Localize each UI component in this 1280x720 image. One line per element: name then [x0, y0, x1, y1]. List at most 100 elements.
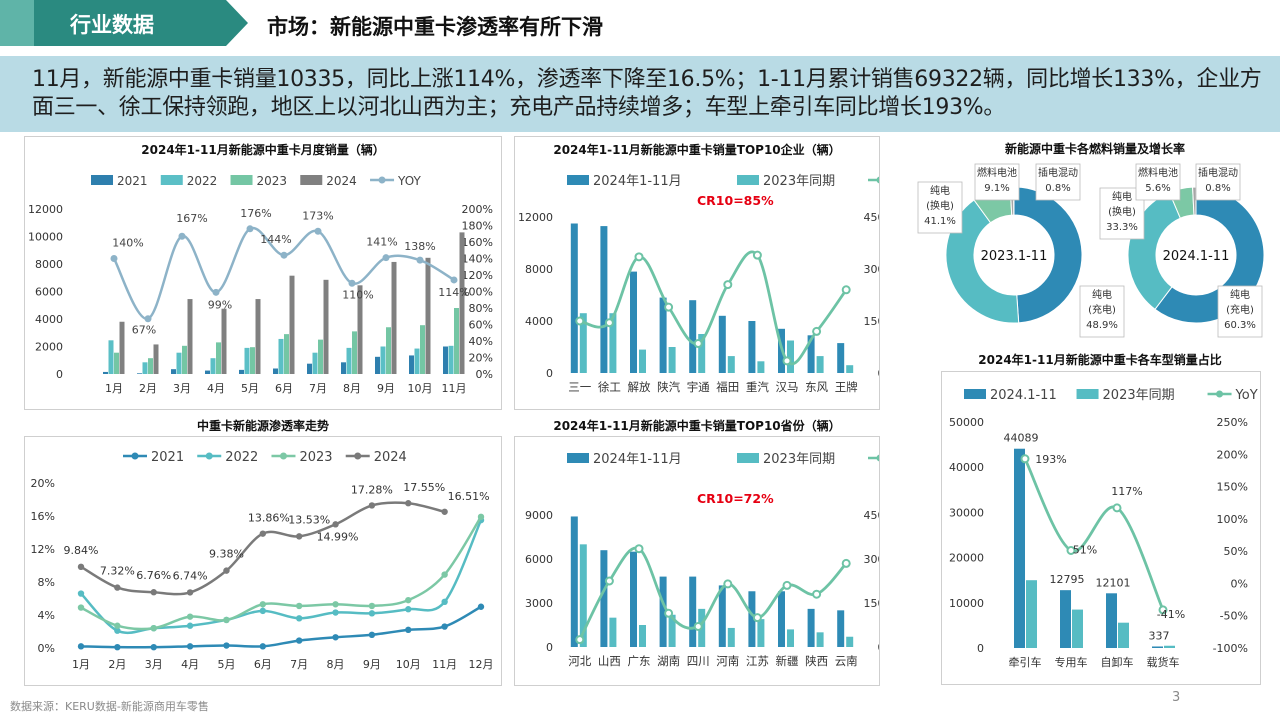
yoy-point-7 [782, 356, 792, 366]
point-2023-3 [186, 613, 194, 620]
label-2024-5: 13.86% [248, 512, 290, 525]
point-2024-5 [259, 530, 267, 537]
cr10-annotation: CR10=85% [697, 193, 774, 208]
bar-2024-8 [391, 261, 397, 374]
yoy-label-0: 140% [112, 237, 143, 250]
y2-tick-5: 150% [1217, 481, 1248, 494]
bar-2024-7 [357, 285, 363, 374]
x-label-2: 解放 [628, 380, 651, 394]
bar-cur-3 [659, 297, 667, 373]
point-2022-9 [405, 606, 412, 613]
bar-prev-0 [579, 313, 587, 373]
point-2024-6 [295, 533, 303, 540]
bar-label-3: 337 [1149, 629, 1170, 642]
bar-prev-8 [816, 356, 824, 373]
y-tick-2: 4000 [35, 313, 63, 326]
legend-swatch-0 [567, 453, 589, 463]
point-2021-6 [295, 637, 303, 644]
yoy-point-2 [1112, 503, 1122, 513]
legend-swatch-1 [737, 453, 759, 463]
point-2023-4 [223, 616, 230, 624]
slice-label-0-1-0: 纯电 [930, 184, 950, 197]
yoy-label-4: 176% [240, 207, 271, 220]
yoy-point-4 [693, 339, 703, 349]
bar-prev-9 [846, 636, 854, 647]
bar-2023-3 [216, 342, 221, 374]
bar-prev-6 [757, 619, 765, 647]
x-label-8: 9月 [377, 382, 395, 395]
section-tag-shape [0, 0, 248, 46]
y-tick-4: 16% [31, 510, 55, 523]
bar-2021-3 [205, 370, 210, 374]
legend-label-2: YoY [1235, 388, 1258, 403]
point-2023-8 [368, 602, 376, 610]
yoy-point-7 [348, 279, 356, 287]
slice-label-box-0-3 [1035, 163, 1081, 201]
yoy-point-7 [782, 580, 792, 590]
bar-2022-8 [380, 346, 386, 374]
x-label-6: 江苏 [746, 654, 769, 668]
point-2021-7 [332, 634, 339, 641]
bar-2023-0 [114, 352, 119, 374]
y-tick-1: 3000 [525, 597, 553, 610]
y-tick-3: 12% [31, 543, 55, 556]
bar-2023-4 [250, 347, 255, 374]
bar-2022-7 [346, 347, 352, 374]
bar-2024-10 [459, 232, 465, 374]
y-tick-0: 0 [56, 368, 63, 381]
yoy-point-6 [752, 613, 762, 623]
bar-cur-3 [1152, 646, 1163, 648]
bar-2022-2 [176, 352, 182, 374]
bar-prev-0 [579, 544, 587, 647]
bar-2024-1 [153, 344, 159, 374]
y2-tick-2: 300% [864, 553, 879, 566]
point-2023-0 [77, 604, 85, 611]
panel-top10-company: 2024年1-11月新能源中重卡销量TOP10企业（辆） 2024年1-11月 2… [514, 136, 880, 410]
y-tick-2: 8000 [525, 263, 553, 276]
point-2021-3 [186, 643, 194, 650]
bar-prev-4 [698, 334, 706, 373]
bar-2021-7 [341, 362, 346, 374]
x-label-1: 2月 [108, 658, 126, 671]
panel-penetration: 中重卡新能源渗透率走势 2021 2022 2023 2024 0% 4% 8% 12% 16%… [24, 419, 502, 686]
legend-label-0: 2024年1-11月 [593, 174, 682, 189]
slice-label-box-0-1 [917, 181, 963, 234]
x-label-3: 载货车 [1147, 655, 1180, 669]
bar-label-2: 12101 [1096, 576, 1131, 589]
legend-label-0: 2024年1-11月 [593, 452, 682, 467]
bar-2023-10 [454, 308, 459, 374]
y-tick-1: 4000 [525, 315, 553, 328]
point-2022-8 [368, 610, 376, 617]
point-2024-9 [405, 500, 412, 507]
y2-tick-7: 250% [1217, 416, 1248, 429]
bar-label-0: 44089 [1004, 432, 1039, 445]
x-label-0: 三一 [568, 380, 591, 394]
yoy-point-3 [212, 288, 220, 296]
yoy-point-5 [280, 251, 288, 259]
slice-0-0 [1013, 186, 1083, 324]
bar-prev-9 [846, 365, 854, 373]
yoy-point-4 [246, 225, 254, 233]
yoy-label-3: 99% [208, 298, 232, 311]
yoy-line [578, 546, 848, 641]
y2-tick-4: 100% [1217, 513, 1248, 526]
point-2021-4 [223, 642, 230, 649]
yoy-label-8: 141% [366, 236, 397, 249]
point-2022-5 [259, 607, 267, 615]
bar-2021-2 [171, 369, 176, 374]
y-tick-2: 6000 [525, 553, 553, 566]
chart-title-fuel: 新能源中重卡各燃料销量及增长率 [1004, 142, 1185, 156]
bar-2022-10 [448, 345, 454, 374]
point-2022-7 [332, 609, 339, 616]
bar-2022-1 [142, 362, 148, 374]
slice-label-1-0-0: 纯电 [1230, 288, 1250, 301]
point-2023-9 [405, 596, 412, 604]
slice-label-1-2-0: 燃料电池 [1138, 166, 1178, 179]
label-2024-8: 17.28% [351, 483, 393, 496]
chart-title-penetration: 中重卡新能源渗透率走势 [196, 419, 329, 433]
label-2024-9: 17.55% [403, 481, 445, 494]
slice-label-1-0-1: (充电) [1226, 303, 1254, 316]
point-2023-6 [295, 602, 303, 610]
bar-cur-5 [718, 585, 726, 647]
bar-2021-5 [273, 368, 278, 374]
